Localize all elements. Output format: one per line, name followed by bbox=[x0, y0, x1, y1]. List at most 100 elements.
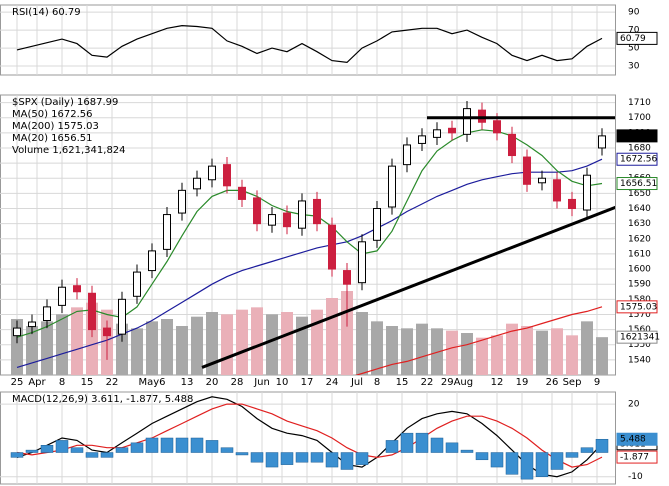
panel-title: RSI(14) 60.79 bbox=[12, 7, 81, 18]
histogram-bar bbox=[490, 452, 504, 468]
y-tick-label: 70 bbox=[628, 26, 640, 36]
candle-body bbox=[238, 186, 246, 200]
histogram-bar bbox=[280, 452, 294, 465]
candle-body bbox=[118, 298, 126, 335]
candle-body bbox=[433, 129, 441, 138]
y-tick-label: 1590 bbox=[628, 280, 651, 290]
value-tag-label: 1687.99 bbox=[620, 131, 657, 141]
candle-body bbox=[43, 306, 51, 322]
volume-bar bbox=[281, 312, 293, 375]
histogram-bar bbox=[310, 452, 324, 463]
value-tag-label: 60.79 bbox=[620, 34, 646, 44]
volume-bar bbox=[56, 314, 68, 375]
histogram-bar bbox=[235, 452, 249, 456]
volume-bar bbox=[131, 328, 143, 375]
volume-bar bbox=[236, 309, 248, 375]
histogram-bar bbox=[205, 440, 219, 453]
x-tick-label: 26 bbox=[546, 377, 559, 388]
histogram-bar bbox=[160, 437, 174, 453]
candle-body bbox=[553, 179, 561, 202]
candle-body bbox=[508, 133, 516, 157]
plot bbox=[11, 101, 615, 375]
y-tick-label: 1640 bbox=[628, 204, 651, 214]
candle-body bbox=[568, 198, 576, 210]
x-tick-label: 8 bbox=[374, 377, 380, 388]
volume-bar bbox=[506, 323, 518, 375]
line bbox=[16, 24, 603, 64]
x-tick-label: 10 bbox=[276, 377, 289, 388]
histogram-bar bbox=[460, 449, 474, 453]
y-tick-label: 1620 bbox=[628, 234, 651, 244]
histogram-bar bbox=[115, 447, 129, 453]
candle-body bbox=[28, 321, 36, 328]
panel-title: $SPX (Daily) 1687.99 bbox=[12, 97, 118, 108]
volume-bar bbox=[176, 326, 188, 375]
y-tick-label: 1680 bbox=[628, 143, 651, 153]
x-tick-label: 8 bbox=[59, 377, 65, 388]
value-tag-label: 5.488 bbox=[620, 435, 646, 445]
volume-bar bbox=[476, 337, 488, 375]
y-tick-label: 1630 bbox=[628, 219, 651, 229]
volume-bar bbox=[461, 333, 473, 375]
histogram-bar bbox=[445, 442, 459, 453]
histogram-bar bbox=[100, 452, 114, 458]
value-tag bbox=[616, 432, 658, 446]
volume-bar bbox=[431, 328, 443, 375]
volume-bar bbox=[566, 335, 578, 375]
legend-entry: MA(20) 1656.51 bbox=[12, 133, 93, 144]
y-tick-label: 1550 bbox=[628, 340, 651, 350]
candle-body bbox=[493, 120, 501, 134]
candle-body bbox=[388, 165, 396, 208]
value-tag-label: -1.877 bbox=[620, 453, 649, 463]
volume-bar bbox=[146, 321, 158, 375]
volume-bar bbox=[161, 319, 173, 375]
value-tag-label: 1575.03 bbox=[620, 302, 657, 312]
y-tick-label: -10 bbox=[628, 472, 643, 482]
value-tag bbox=[616, 330, 658, 344]
y-tick-label: 1540 bbox=[628, 355, 651, 365]
candle-body bbox=[73, 285, 81, 293]
x-tick-label: 25 bbox=[11, 377, 24, 388]
histogram-bar bbox=[220, 447, 234, 453]
legend-entry: Volume 1,621,341,824 bbox=[12, 145, 126, 156]
volume-bar bbox=[521, 326, 533, 375]
candle-body bbox=[208, 165, 216, 181]
volume-bar bbox=[206, 312, 218, 375]
value-tag-label: 1621341 bbox=[620, 333, 660, 343]
value-tag bbox=[616, 152, 658, 166]
y-tick-label: 50 bbox=[628, 44, 640, 54]
y-tick-label: 1650 bbox=[628, 189, 651, 199]
histogram-bar bbox=[190, 437, 204, 453]
candle-body bbox=[298, 200, 306, 229]
volume-bar bbox=[71, 307, 83, 375]
x-tick-label: Apr bbox=[28, 377, 46, 388]
x-tick-label: 13 bbox=[181, 377, 194, 388]
histogram-bar bbox=[340, 452, 354, 470]
volume-bar bbox=[296, 316, 308, 375]
histogram-bar bbox=[505, 452, 519, 475]
y-tick-label: 1600 bbox=[628, 265, 651, 275]
candle-body bbox=[583, 174, 591, 211]
histogram-bar bbox=[520, 452, 534, 480]
candle-body bbox=[193, 177, 201, 190]
histogram-bar bbox=[175, 437, 189, 453]
x-tick-label: Jun bbox=[253, 377, 270, 388]
x-tick-label: 20 bbox=[206, 377, 219, 388]
x-tick-label: 24 bbox=[326, 377, 339, 388]
y-tick-label: 30 bbox=[628, 62, 640, 72]
volume-bar bbox=[26, 326, 38, 375]
x-tick-label: May6 bbox=[138, 377, 165, 388]
candle-body bbox=[283, 212, 291, 228]
histogram-bar bbox=[355, 452, 369, 465]
histogram-bar bbox=[70, 447, 84, 453]
value-tag bbox=[616, 31, 658, 45]
y-tick-label: 1610 bbox=[628, 249, 651, 259]
plot bbox=[10, 396, 609, 480]
x-tick-label: 29Aug bbox=[441, 377, 473, 388]
histogram-bar bbox=[475, 452, 489, 461]
histogram-bar bbox=[325, 452, 339, 468]
moving-average bbox=[16, 158, 603, 368]
y-tick-label: 1580 bbox=[628, 295, 651, 305]
histogram-bar bbox=[145, 437, 159, 453]
